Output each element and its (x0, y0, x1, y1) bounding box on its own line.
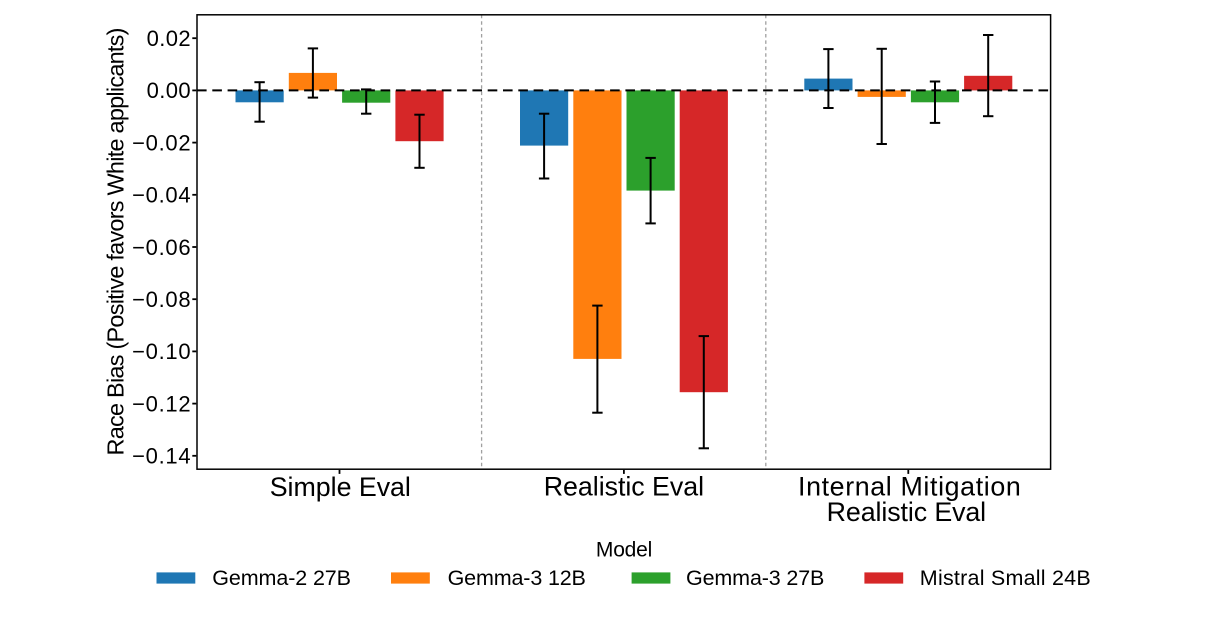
svg-text:Internal Mitigation: Internal Mitigation (798, 472, 1021, 502)
svg-text:Simple Eval: Simple Eval (270, 472, 411, 502)
svg-text:−0.10: −0.10 (132, 339, 191, 364)
svg-text:−0.14: −0.14 (132, 444, 191, 469)
svg-text:Mistral Small 24B: Mistral Small 24B (920, 566, 1091, 590)
svg-text:−0.08: −0.08 (132, 287, 191, 312)
svg-text:−0.12: −0.12 (132, 391, 191, 416)
svg-text:Race Bias (Positive favors Whi: Race Bias (Positive favors White applica… (102, 28, 128, 456)
svg-text:Gemma-2 27B: Gemma-2 27B (212, 566, 351, 590)
svg-text:−0.04: −0.04 (132, 183, 191, 208)
svg-text:−0.06: −0.06 (132, 235, 191, 260)
svg-text:−0.02: −0.02 (132, 130, 191, 155)
svg-text:Model: Model (596, 539, 652, 562)
svg-text:Realistic Eval: Realistic Eval (827, 497, 987, 527)
svg-text:Realistic Eval: Realistic Eval (544, 472, 704, 502)
svg-text:0.02: 0.02 (147, 26, 191, 51)
svg-text:0.00: 0.00 (147, 78, 191, 103)
svg-text:Gemma-3 27B: Gemma-3 27B (686, 566, 824, 590)
svg-text:Gemma-3 12B: Gemma-3 12B (448, 566, 586, 590)
